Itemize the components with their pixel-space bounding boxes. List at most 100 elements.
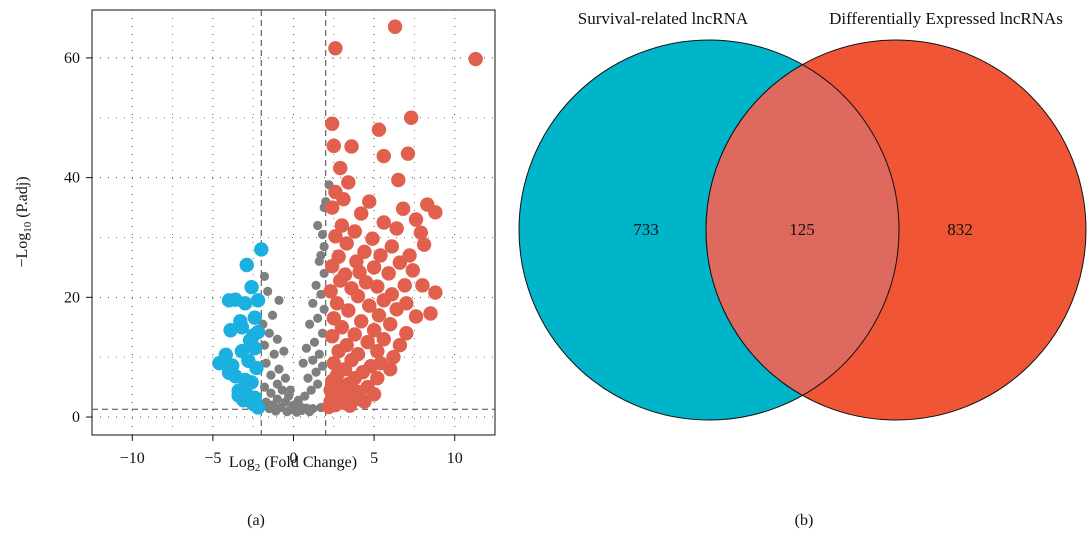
point-up-31 [416,237,432,252]
point-down-7 [223,323,238,338]
y-tick-label-2: 40 [64,170,80,187]
venn-right-count: 832 [947,220,973,239]
point-up-23 [376,215,391,230]
point-down-3 [237,296,253,311]
point-down-4 [244,279,259,295]
point-up-8 [400,146,416,161]
point-ns-38 [306,385,316,395]
point-up-37 [392,255,408,270]
point-up-65 [366,323,382,338]
point-ns-44 [314,349,324,359]
volcano-plot: −10 −5 0 5 10 0 20 40 60 Log2 (Fold Change) −Lo… [14,9,496,529]
point-up-11 [391,172,406,188]
point-up-20 [354,206,369,221]
point-down-27 [236,393,251,408]
point-up-66 [399,326,414,341]
point-up-26 [413,225,429,240]
point-down-12 [218,347,233,362]
venn-right-title: Differentially Expressed lncRNAs [829,9,1063,28]
point-up-73 [370,343,385,359]
point-up-49 [323,284,338,299]
point-ns-41 [311,367,321,377]
point-ns-46 [309,337,320,347]
point-up-19 [324,200,340,215]
point-down-17 [249,360,264,376]
point-up-32 [357,244,372,260]
x-tick-label-4: 10 [447,450,463,467]
point-ns-3 [267,310,278,320]
venn-intersection-count: 125 [789,220,815,239]
point-up-7 [344,139,359,154]
point-ns-52 [316,289,326,299]
point-up-15 [362,194,377,209]
point-ns-32 [282,407,292,417]
point-up-58 [341,303,356,318]
point-down-1 [239,257,254,273]
point-up-3 [324,116,340,131]
point-up-16 [395,201,411,216]
point-ns-62 [316,250,326,261]
point-up-24 [347,224,362,239]
point-ns-51 [308,298,318,308]
plot-frame [91,9,496,436]
point-ns-9 [269,349,279,359]
point-up-46 [397,278,412,293]
point-ns-16 [277,385,287,395]
point-down-6 [221,293,237,308]
point-up-45 [358,275,374,290]
point-down-10 [247,310,263,325]
point-ns-39 [313,379,323,389]
point-up-101 [342,398,358,413]
point-up-42 [405,263,420,278]
point-up-39 [366,260,382,275]
point-ns-43 [308,355,318,365]
data-points [212,19,483,417]
point-ns-33 [292,407,302,417]
point-up-10 [333,160,348,176]
point-ns-7 [259,340,270,350]
point-ns-58 [313,220,323,231]
point-up-28 [365,231,380,246]
point-up-54 [329,296,345,311]
point-up-51 [350,288,366,304]
point-up-86 [370,370,385,386]
x-tick-label-1: −5 [204,450,221,467]
venn-left-count: 733 [633,220,659,239]
point-ns-42 [317,361,328,371]
x-axis-ticks: −10 −5 0 5 10 [120,435,463,467]
point-up-44 [333,273,348,288]
point-up-4 [403,110,419,125]
panel-a-label: (a) [247,512,265,529]
point-up-2 [468,51,483,67]
point-up-82 [383,361,398,377]
point-up-14 [336,191,351,207]
point-up-102 [321,399,337,415]
point-ns-50 [319,304,329,314]
point-ns-64 [285,385,295,395]
point-ns-37 [300,391,310,401]
point-up-68 [376,332,391,347]
point-ns-40 [303,373,313,383]
point-up-6 [326,138,341,154]
point-ns-48 [305,319,315,329]
point-up-69 [324,329,340,344]
point-up-99 [357,394,372,409]
point-ns-10 [261,358,271,368]
point-up-5 [371,122,387,137]
point-ns-11 [274,364,284,374]
point-up-9 [376,148,391,164]
point-up-103 [415,278,430,293]
point-up-70 [360,335,375,350]
point-ns-8 [279,346,289,356]
point-ns-6 [272,334,282,344]
x-tick-label-2: 0 [290,450,298,467]
point-up-22 [334,218,350,233]
venn-overlap-region [705,64,900,396]
point-down-20 [244,375,259,390]
point-ns-56 [319,241,329,252]
point-up-29 [339,236,354,251]
y-axis-ticks: 0 20 40 60 [64,50,92,426]
point-up-79 [326,355,341,371]
point-up-30 [384,239,400,254]
point-up-76 [386,349,401,365]
